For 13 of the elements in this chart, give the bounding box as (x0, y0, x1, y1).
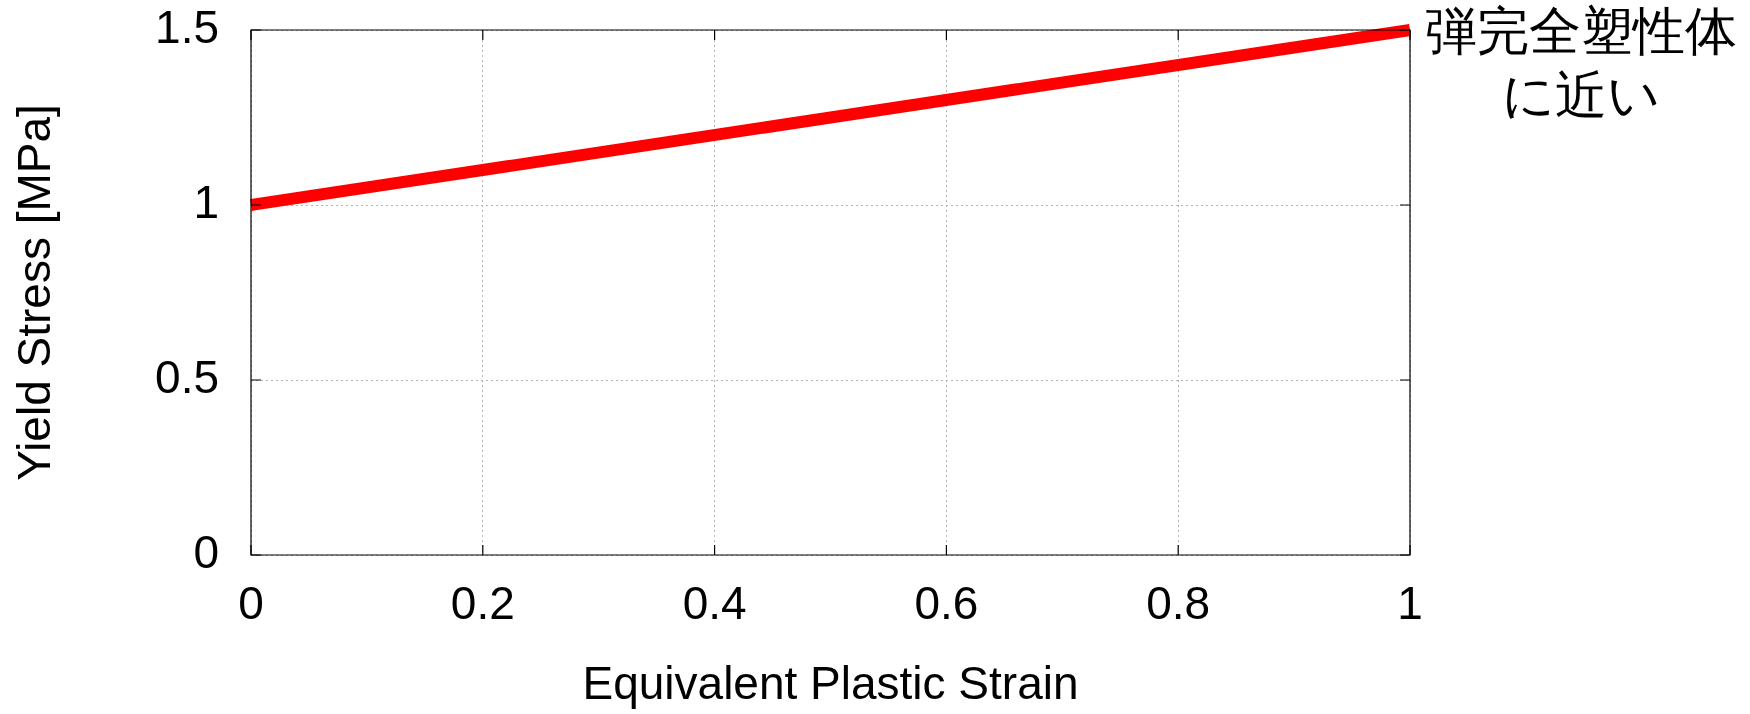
x-axis-title: Equivalent Plastic Strain (582, 657, 1079, 710)
x-tick-label: 0 (238, 577, 264, 630)
y-tick-label: 1 (193, 175, 219, 228)
y-axis-title: Yield Stress [MPa] (8, 104, 61, 481)
x-tick-label: 0.2 (450, 577, 515, 630)
y-tick-label: 1.5 (155, 0, 219, 53)
x-tick-label: 0.6 (914, 577, 979, 630)
y-tick-label: 0 (193, 525, 219, 578)
x-tick-label: 0.8 (1146, 577, 1211, 630)
y-tick-label: 0.5 (155, 350, 219, 403)
x-tick-label: 1 (1397, 577, 1423, 630)
x-tick-label: 0.4 (682, 577, 747, 630)
annotation: 弾完全塑性体に近い (1425, 2, 1737, 125)
